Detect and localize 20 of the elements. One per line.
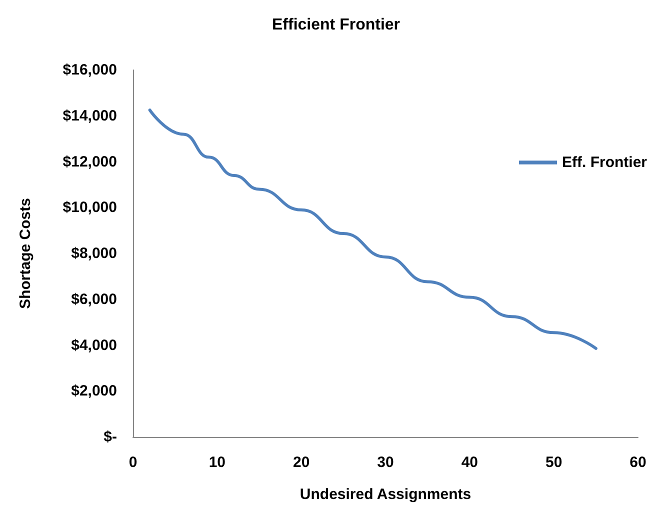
y-axis-title: Shortage Costs <box>17 198 34 309</box>
y-tick-label: $14,000 <box>62 107 117 124</box>
y-tick-label: $8,000 <box>71 245 117 262</box>
y-tick-label: $16,000 <box>62 62 117 78</box>
y-tick-label: $6,000 <box>71 290 117 308</box>
x-tick-label: 40 <box>461 454 478 471</box>
chart-title: Efficient Frontier <box>272 16 400 34</box>
x-tick-label: 50 <box>545 454 562 471</box>
y-tick-label: $12,000 <box>62 153 117 170</box>
x-tick-label: 30 <box>377 454 394 471</box>
x-tick-label: 20 <box>292 454 310 471</box>
y-tick-label: $10,000 <box>62 199 117 216</box>
x-tick-label: 0 <box>128 454 138 471</box>
y-tick-label: $- <box>104 428 117 446</box>
y-tick-label: $2,000 <box>71 382 117 400</box>
x-axis-title: Undesired Assignments <box>300 486 472 503</box>
y-tick-label: $4,000 <box>71 336 117 354</box>
x-tick-label: 60 <box>630 454 646 471</box>
x-tick-label: 10 <box>208 454 226 471</box>
legend-label: Eff. Frontier <box>562 154 648 171</box>
